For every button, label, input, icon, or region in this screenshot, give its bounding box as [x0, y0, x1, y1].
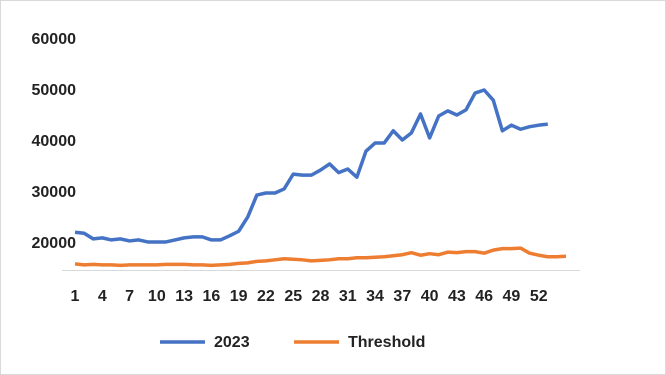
x-tick-label: 22	[257, 288, 275, 305]
y-tick-label: 50000	[32, 82, 77, 99]
x-tick-label: 7	[125, 288, 134, 305]
x-tick-label: 25	[284, 288, 302, 305]
x-tick-label: 1	[71, 288, 80, 305]
x-tick-label: 43	[448, 288, 466, 305]
x-tick-label: 31	[339, 288, 357, 305]
x-tick-label: 28	[312, 288, 330, 305]
x-tick-label: 46	[475, 288, 493, 305]
x-tick-label: 10	[148, 288, 166, 305]
x-tick-label: 19	[230, 288, 248, 305]
x-tick-label: 49	[503, 288, 521, 305]
x-tick-label: 40	[421, 288, 439, 305]
series-line	[74, 88, 549, 244]
y-tick-label: 30000	[32, 184, 77, 201]
series-line	[74, 246, 567, 268]
x-tick-label: 52	[530, 288, 548, 305]
y-tick-label: 60000	[32, 31, 77, 48]
x-tick-label: 16	[202, 288, 220, 305]
x-tick-label: 34	[366, 288, 384, 305]
y-tick-label: 40000	[32, 133, 77, 150]
x-tick-label: 4	[98, 288, 107, 305]
x-tick-label: 13	[175, 288, 193, 305]
y-tick-label: 20000	[32, 235, 77, 252]
legend-label: Threshold	[348, 334, 425, 351]
x-tick-label: 37	[393, 288, 411, 305]
legend-label: 2023	[214, 334, 250, 351]
